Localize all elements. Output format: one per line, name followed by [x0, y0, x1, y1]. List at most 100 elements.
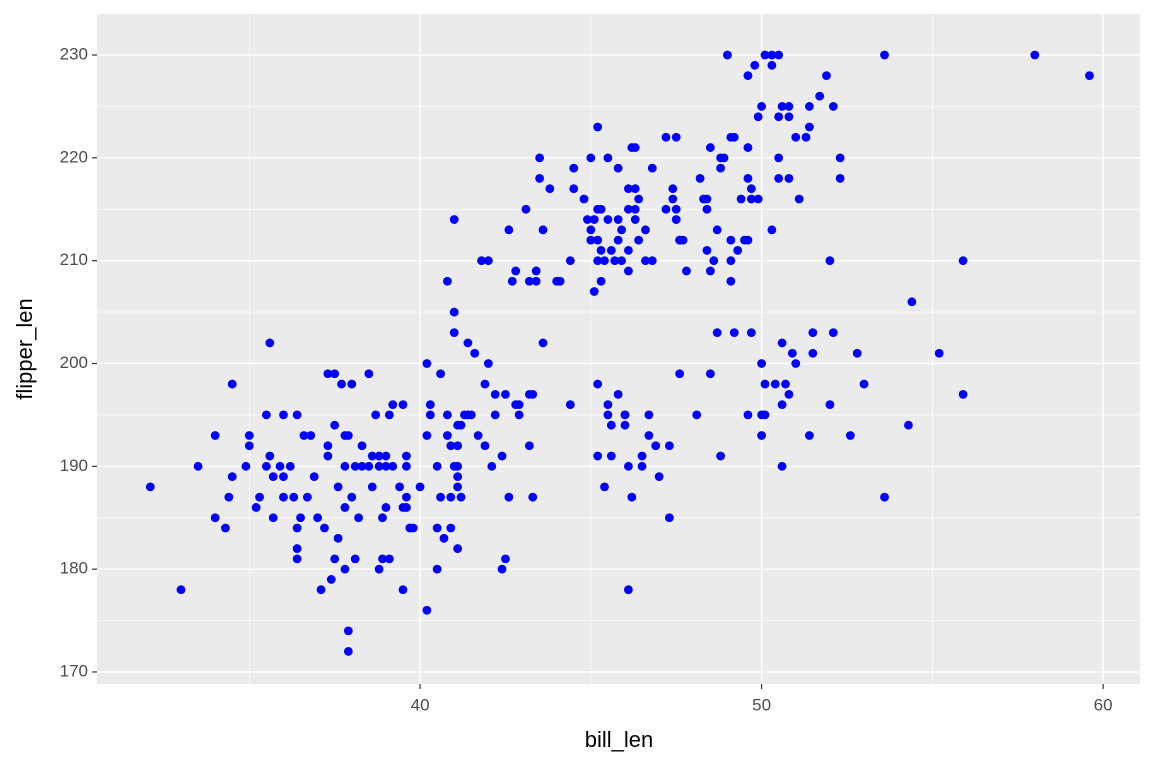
point	[364, 461, 374, 471]
point	[285, 461, 295, 471]
point	[265, 451, 275, 461]
point	[750, 60, 760, 70]
point	[446, 523, 456, 533]
point	[733, 245, 743, 255]
point	[538, 338, 548, 348]
point	[654, 472, 664, 482]
point	[244, 431, 254, 440]
point	[425, 400, 435, 410]
point	[624, 204, 633, 214]
point	[743, 410, 753, 420]
point	[456, 492, 466, 502]
point	[644, 410, 654, 420]
point	[1085, 71, 1094, 80]
point	[934, 348, 944, 358]
point	[432, 564, 442, 574]
point	[374, 461, 384, 471]
point	[774, 153, 784, 163]
point	[340, 564, 350, 574]
point	[296, 513, 305, 523]
point	[442, 431, 452, 440]
point	[603, 153, 613, 163]
point	[251, 503, 261, 512]
point	[343, 431, 353, 440]
point	[757, 102, 766, 111]
point	[538, 225, 548, 235]
y-tick-label: 190	[60, 456, 88, 475]
point	[767, 225, 777, 235]
point	[378, 554, 387, 564]
point	[606, 420, 616, 430]
point	[757, 359, 766, 368]
point	[255, 492, 264, 502]
point	[791, 359, 801, 368]
point	[668, 194, 678, 204]
point	[453, 472, 463, 482]
point	[760, 410, 770, 420]
point	[630, 204, 640, 214]
point	[514, 400, 524, 410]
point	[859, 379, 869, 389]
point	[647, 163, 657, 173]
y-tick-label: 170	[60, 661, 88, 680]
point	[436, 369, 445, 379]
point	[603, 215, 613, 224]
point	[227, 379, 237, 389]
point	[760, 50, 770, 60]
point	[381, 503, 391, 512]
point	[647, 256, 657, 266]
point	[374, 451, 384, 461]
point	[466, 410, 476, 420]
point	[425, 410, 435, 420]
x-tick-label: 60	[1094, 695, 1113, 714]
point	[695, 174, 705, 183]
point	[719, 153, 729, 163]
point	[333, 482, 343, 492]
point	[784, 102, 794, 111]
point	[395, 482, 404, 492]
point	[446, 441, 456, 451]
point	[501, 389, 510, 399]
point	[381, 451, 391, 461]
point	[845, 431, 855, 440]
point	[531, 266, 541, 276]
point	[641, 256, 650, 266]
point	[593, 235, 603, 245]
point	[702, 194, 712, 204]
point	[436, 492, 445, 502]
x-axis-title: bill_len	[585, 727, 654, 752]
point	[193, 461, 203, 471]
point	[279, 472, 288, 482]
point	[449, 307, 459, 317]
point	[330, 554, 340, 564]
point	[692, 410, 702, 420]
point	[364, 369, 374, 379]
point	[241, 461, 251, 471]
point	[432, 461, 442, 471]
point	[292, 410, 302, 420]
point	[958, 256, 968, 266]
point	[350, 461, 360, 471]
point	[388, 400, 398, 410]
point	[535, 153, 545, 163]
point	[545, 184, 555, 194]
point	[822, 71, 831, 80]
point	[145, 482, 155, 492]
point	[675, 369, 685, 379]
point	[781, 379, 790, 389]
x-tick-label: 40	[411, 695, 430, 714]
point	[521, 204, 531, 214]
point	[497, 451, 507, 461]
point	[422, 605, 432, 615]
point	[664, 441, 674, 451]
point	[299, 431, 309, 440]
point	[613, 389, 623, 399]
point	[613, 163, 623, 173]
y-tick-label: 180	[60, 559, 88, 578]
point	[589, 215, 599, 224]
point	[261, 410, 271, 420]
point	[634, 235, 644, 245]
point	[323, 369, 333, 379]
point	[408, 523, 418, 533]
point	[709, 256, 719, 266]
